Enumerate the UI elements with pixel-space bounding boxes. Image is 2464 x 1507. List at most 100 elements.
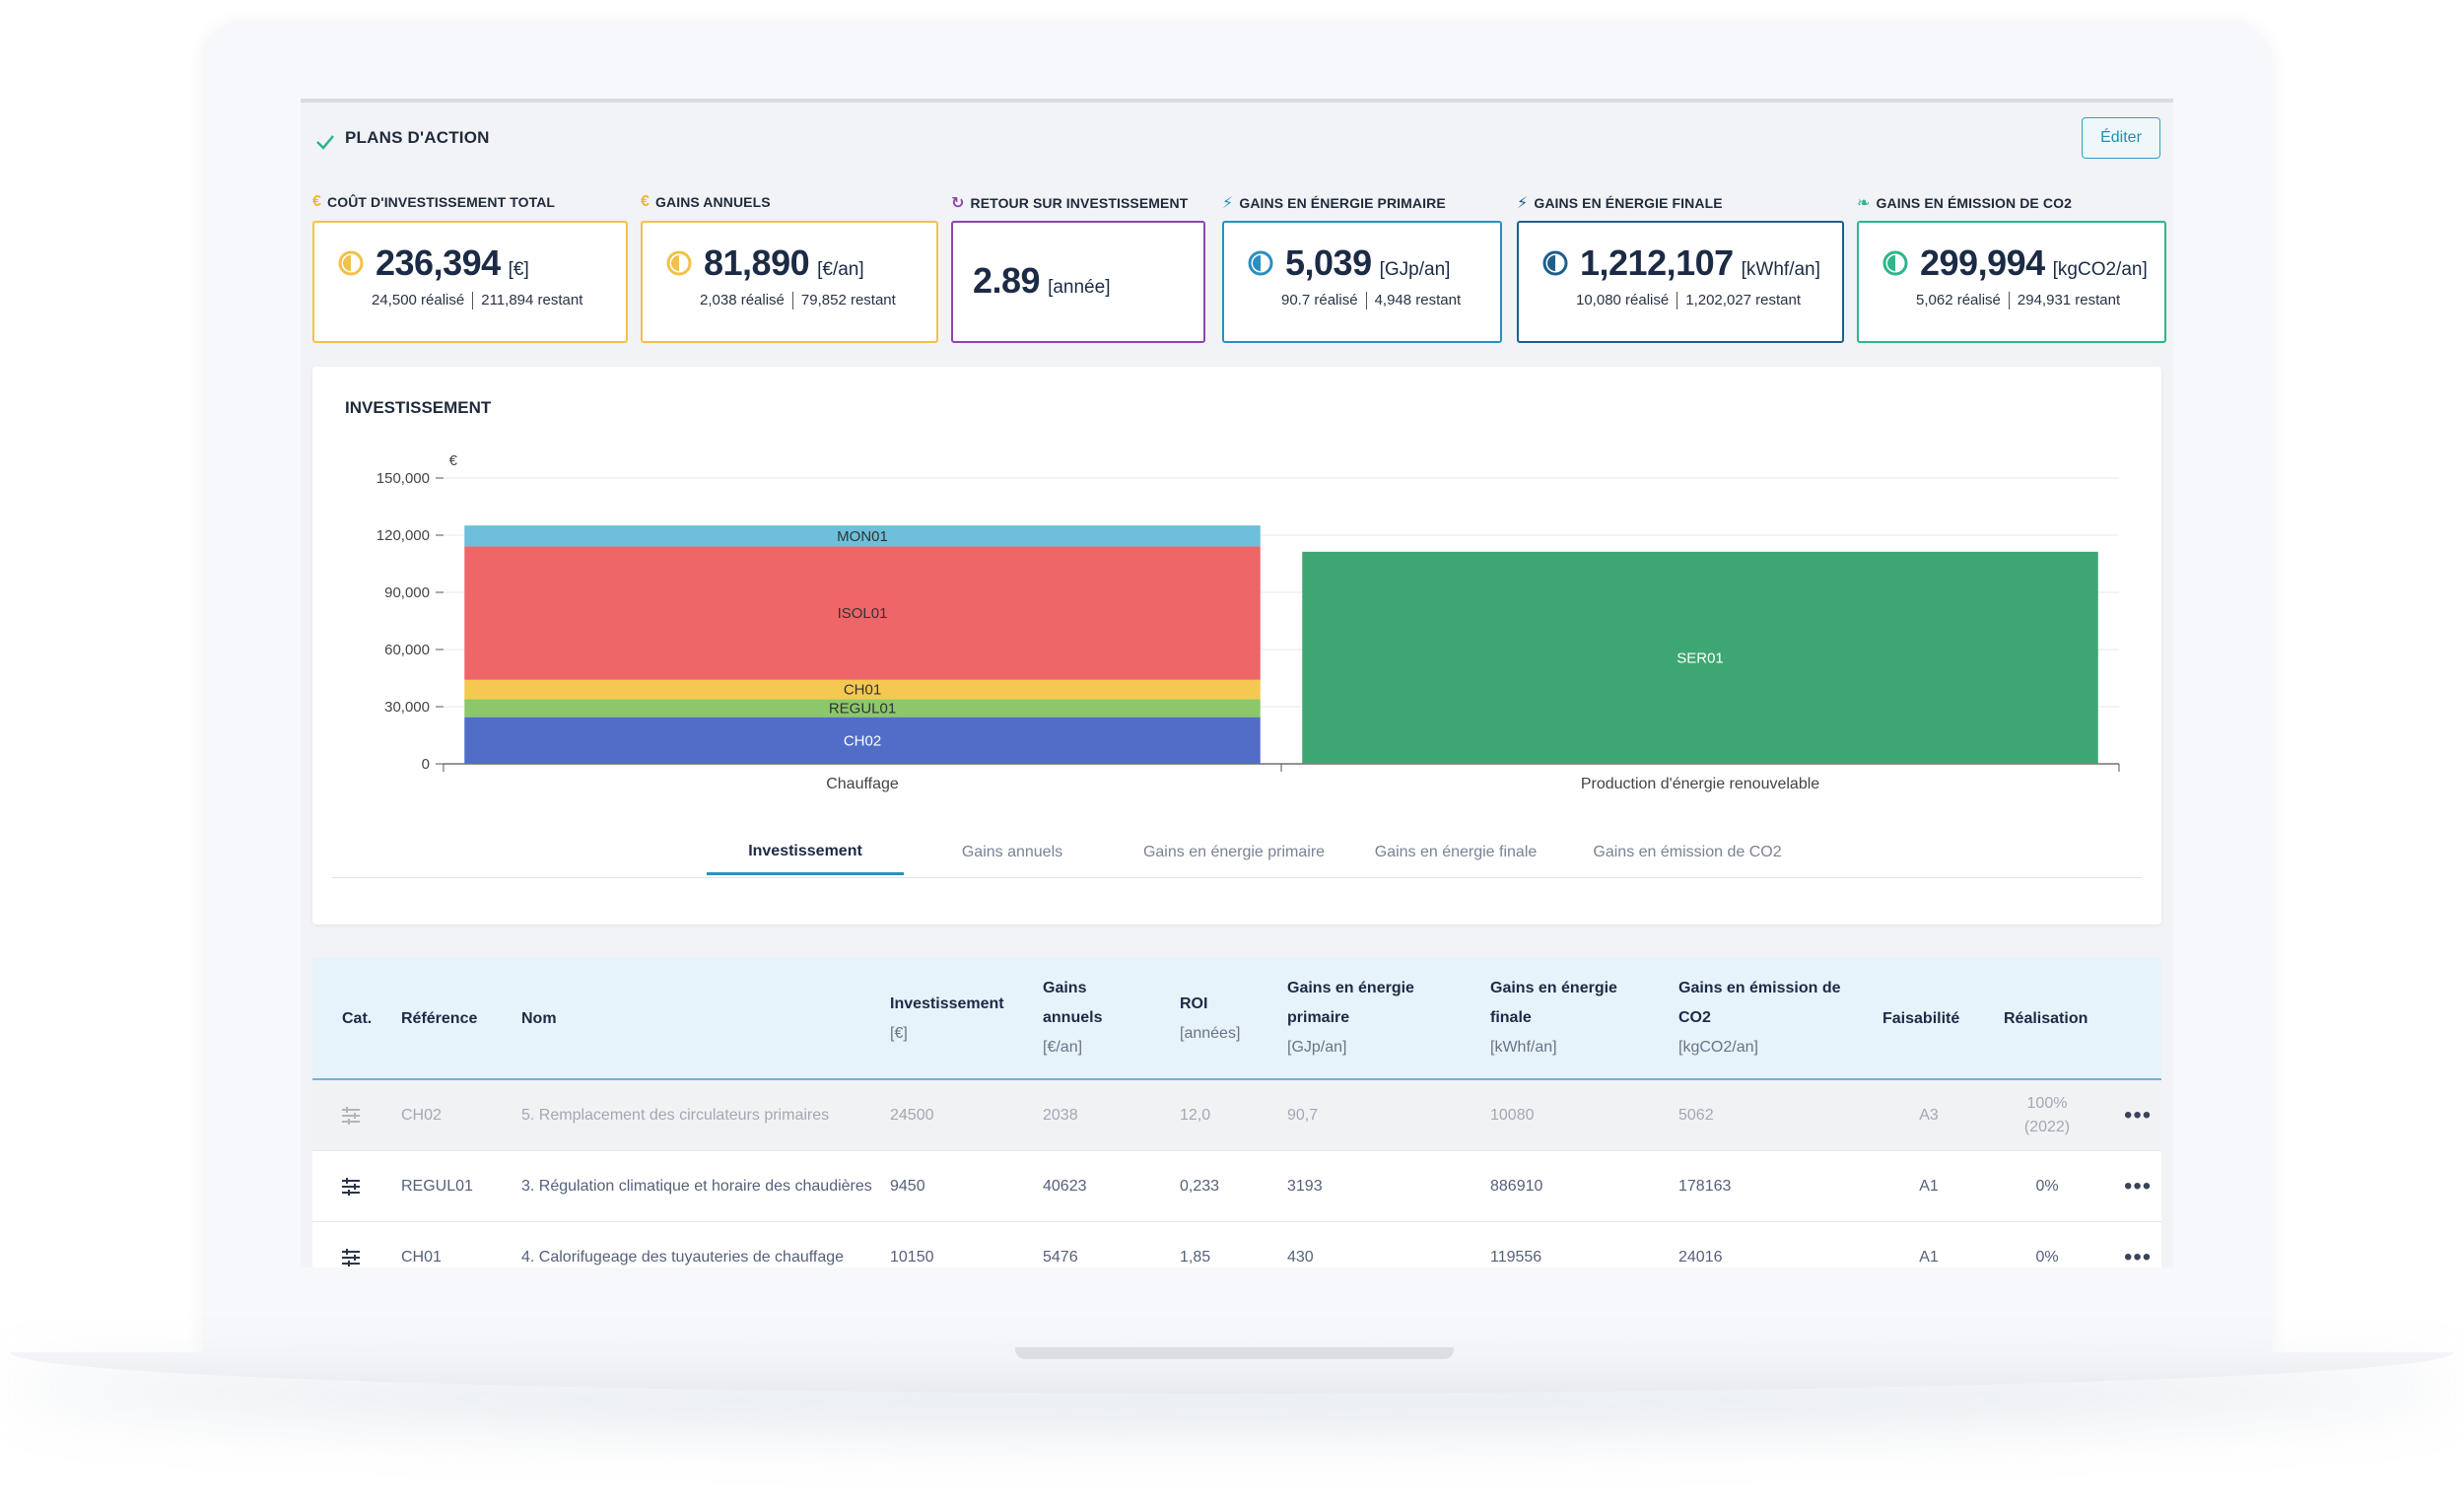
row-faisabilite: A1 bbox=[1919, 1178, 1939, 1195]
kpi-label-primary-energy: ⚡ GAINS EN ÉNERGIE PRIMAIRE bbox=[1222, 193, 1446, 213]
header-cat[interactable]: Cat. bbox=[342, 1010, 373, 1027]
section-title: PLANS D'ACTION bbox=[345, 128, 490, 147]
row-name: 5. Remplacement des circulateurs primair… bbox=[521, 1107, 830, 1124]
kpi-done: 2,038 réalisé bbox=[700, 292, 785, 308]
kpi-label-text: GAINS EN ÉNERGIE FINALE bbox=[1534, 195, 1723, 211]
bar-segment-isol01 bbox=[464, 546, 1261, 680]
kpi-label-text: RETOUR SUR INVESTISSEMENT bbox=[970, 195, 1189, 211]
table-header: Cat. Référence Nom Investissement [€] Gai… bbox=[312, 958, 2161, 1080]
x-tick-label: Production d'énergie renouvelable bbox=[1581, 776, 1819, 792]
kpi-value: 1,212,107 bbox=[1580, 242, 1734, 283]
kpi-label-text: COÛT D'INVESTISSEMENT TOTAL bbox=[327, 194, 556, 210]
row-roi: 1,85 bbox=[1180, 1249, 1211, 1266]
header-faisabilite[interactable]: Faisabilité bbox=[1882, 1010, 1960, 1027]
kpi-progress: 5,062 réalisé 294,931 restant bbox=[1916, 292, 2120, 309]
header-realisation[interactable]: Réalisation bbox=[2004, 1010, 2088, 1027]
kpi-label-investment: € COÛT D'INVESTISSEMENT TOTAL bbox=[312, 193, 555, 211]
y-tick-label: 120,000 bbox=[376, 527, 430, 544]
kpi-unit: [année] bbox=[1048, 277, 1111, 298]
leaf-icon: ❧ bbox=[1857, 195, 1871, 212]
row-energie-primaire: 90,7 bbox=[1287, 1107, 1319, 1124]
row-emission-co2: 24016 bbox=[1678, 1249, 1723, 1266]
kpi-card-roi: 2.89 [année] bbox=[951, 221, 1205, 343]
euro-icon: € bbox=[641, 193, 650, 210]
header-gains-annuels[interactable]: Gains annuels [€/an] bbox=[1043, 980, 1103, 1056]
bar-label: MON01 bbox=[837, 528, 888, 545]
tab-gains-energie-finale[interactable]: Gains en énergie finale bbox=[1374, 844, 1538, 860]
cat-icon bbox=[340, 1151, 362, 1222]
bar-segment-ser01 bbox=[1302, 551, 2098, 764]
row-energie-finale: 886910 bbox=[1490, 1178, 1543, 1195]
row-reference: REGUL01 bbox=[401, 1178, 473, 1195]
kpi-done: 24,500 réalisé bbox=[372, 292, 465, 308]
more-icon[interactable]: ••• bbox=[2124, 1244, 2153, 1267]
section-header: PLANS D'ACTION Éditer bbox=[301, 103, 2173, 181]
header-emission-co2[interactable]: Gains en émission de CO2 [kgCO2/an] bbox=[1678, 980, 1841, 1056]
row-energie-finale: 119556 bbox=[1490, 1249, 1542, 1266]
action-plan-table: Cat. Référence Nom Investissement [€] Gai… bbox=[312, 958, 2161, 1267]
chart-tabs: Investissement Gains annuels Gains en én… bbox=[312, 830, 2161, 879]
cat-icon bbox=[340, 1080, 362, 1151]
edit-button[interactable]: Éditer bbox=[2082, 117, 2160, 159]
kpi-label-final-energy: ⚡ GAINS EN ÉNERGIE FINALE bbox=[1517, 193, 1723, 213]
y-tick-label: 60,000 bbox=[384, 642, 430, 658]
row-roi: 0,233 bbox=[1180, 1178, 1220, 1195]
bar-label: CH01 bbox=[844, 682, 881, 699]
kpi-card-primary-energy: 5,039 [GJp/an] 90.7 réalisé 4,948 restan… bbox=[1222, 221, 1502, 343]
tab-gains-emission-co2[interactable]: Gains en émission de CO2 bbox=[1593, 844, 1782, 860]
more-icon[interactable]: ••• bbox=[2124, 1173, 2153, 1199]
header-nom[interactable]: Nom bbox=[521, 1010, 557, 1027]
y-axis-unit: € bbox=[449, 452, 458, 469]
kpi-card-co2: 299,994 [kgCO2/an] 5,062 réalisé 294,931… bbox=[1857, 221, 2166, 343]
bar-label: REGUL01 bbox=[829, 700, 896, 717]
table-row[interactable]: CH01 4. Calorifugeage des tuyauteries de… bbox=[312, 1222, 2161, 1267]
row-realisation: 100% (2022) bbox=[2023, 1095, 2071, 1135]
bar-segment-mon01 bbox=[464, 525, 1261, 547]
header-roi[interactable]: ROI [années] bbox=[1180, 995, 1241, 1042]
header-energie-finale[interactable]: Gains en énergie finale [kWhf/an] bbox=[1490, 980, 1617, 1056]
kpi-remaining: 211,894 restant bbox=[481, 292, 583, 308]
kpi-done: 10,080 réalisé bbox=[1576, 292, 1670, 308]
bar-segment-ch01 bbox=[464, 679, 1261, 700]
row-gains-annuels: 2038 bbox=[1043, 1107, 1078, 1124]
kpi-value: 2.89 bbox=[973, 260, 1041, 301]
sliders-icon bbox=[342, 1178, 360, 1196]
table-row[interactable]: CH02 5. Remplacement des circulateurs pr… bbox=[312, 1080, 2161, 1151]
kpi-progress: 10,080 réalisé 1,202,027 restant bbox=[1576, 292, 1801, 309]
row-realisation: 0% bbox=[2035, 1249, 2059, 1266]
kpi-label-text: GAINS EN ÉMISSION DE CO2 bbox=[1876, 195, 2072, 211]
kpi-progress: 24,500 réalisé 211,894 restant bbox=[372, 292, 582, 309]
kpi-value: 5,039 bbox=[1285, 242, 1372, 283]
refresh-icon: ↻ bbox=[951, 195, 965, 212]
kpi-label-co2: ❧ GAINS EN ÉMISSION DE CO2 bbox=[1857, 193, 2072, 213]
tab-gains-annuels[interactable]: Gains annuels bbox=[961, 844, 1063, 860]
kpi-unit: [kgCO2/an] bbox=[2052, 259, 2148, 280]
tab-investissement[interactable]: Investissement bbox=[707, 830, 904, 875]
gauge-icon bbox=[1542, 250, 1568, 276]
row-gains-annuels: 5476 bbox=[1043, 1249, 1078, 1266]
gauge-icon bbox=[1248, 250, 1273, 276]
kpi-unit: [kWhf/an] bbox=[1741, 259, 1820, 280]
bolt-icon: ⚡ bbox=[1517, 195, 1529, 212]
row-faisabilite: A3 bbox=[1919, 1107, 1939, 1124]
header-energie-primaire[interactable]: Gains en énergie primaire [GJp/an] bbox=[1287, 980, 1414, 1056]
gauge-icon bbox=[1882, 250, 1908, 276]
bolt-icon: ⚡ bbox=[1222, 195, 1234, 212]
sliders-icon bbox=[342, 1107, 360, 1125]
kpi-done: 90.7 réalisé bbox=[1281, 292, 1358, 308]
euro-icon: € bbox=[312, 193, 321, 210]
row-investissement: 10150 bbox=[890, 1249, 934, 1266]
bar-segment-regul01 bbox=[464, 699, 1261, 718]
bar-label: SER01 bbox=[1677, 650, 1724, 666]
row-name: 3. Régulation climatique et horaire des … bbox=[521, 1178, 872, 1195]
header-reference[interactable]: Référence bbox=[401, 1010, 478, 1027]
table-row[interactable]: REGUL01 3. Régulation climatique et hora… bbox=[312, 1151, 2161, 1222]
gauge-icon bbox=[666, 250, 692, 276]
tab-gains-energie-primaire[interactable]: Gains en énergie primaire bbox=[1142, 844, 1326, 860]
header-investissement[interactable]: Investissement [€] bbox=[890, 995, 1004, 1042]
y-tick-label: 0 bbox=[422, 756, 430, 773]
more-icon[interactable]: ••• bbox=[2124, 1102, 2153, 1129]
cat-icon bbox=[340, 1222, 362, 1267]
kpi-label-annual-gains: € GAINS ANNUELS bbox=[641, 193, 771, 211]
check-icon bbox=[316, 135, 334, 150]
